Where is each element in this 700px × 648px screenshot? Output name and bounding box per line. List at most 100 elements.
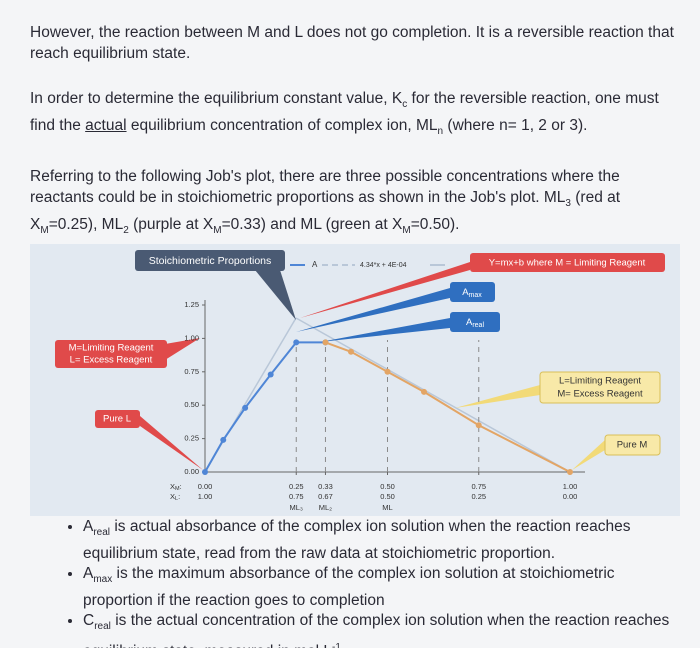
x-tick-label: 1.00 — [563, 482, 578, 491]
text: X — [170, 492, 175, 501]
bullet: Creal is the actual concentration of the… — [83, 611, 683, 648]
data-point — [384, 368, 391, 375]
text: A — [83, 518, 94, 535]
text: (where n= 1, 2 or 3). — [443, 117, 588, 135]
subscript: L — [175, 496, 178, 502]
text: In order to determine the equilibrium co… — [30, 90, 403, 107]
callout-box — [95, 410, 140, 428]
text: equilibrium concentration of complex ion… — [126, 117, 438, 135]
text: : — [180, 482, 182, 491]
callout-text: Stoichiometric Proportions — [149, 255, 272, 267]
y-tick-label: 0.75 — [184, 367, 199, 376]
callout-pointer — [255, 270, 296, 320]
callout-box — [450, 282, 495, 302]
callout-text: M= Excess Reagent — [557, 389, 643, 400]
text: : — [178, 492, 180, 501]
text: X — [170, 482, 175, 491]
bullet-list: Areal is actual absorbance of the comple… — [50, 517, 683, 648]
text: (red at X — [30, 189, 621, 234]
text: C — [83, 612, 95, 630]
row-label: XM: — [170, 482, 182, 492]
y-tick-label: 0.25 — [184, 434, 199, 443]
subscript: M — [402, 225, 411, 237]
legend-text: 4.34*x + 4E-04 — [360, 262, 407, 269]
xl-label: 0.25 — [471, 492, 486, 501]
text: However, the reaction between M and L do… — [30, 24, 674, 62]
callout-pointer — [140, 416, 203, 470]
data-point — [348, 348, 354, 355]
text-block: However, the reaction between M and L do… — [30, 22, 675, 265]
text: Referring to the following Job's plot, t… — [30, 168, 620, 207]
callout-pointer — [300, 262, 470, 318]
callout-box — [470, 253, 665, 272]
data-point — [202, 469, 208, 475]
subscript: max — [469, 292, 483, 299]
callout-pointer — [296, 288, 450, 332]
subscript: max — [93, 574, 113, 586]
xl-label: 1.00 — [198, 492, 213, 501]
jobs-plot: Stoichiometric Proportions Y=mx+b where … — [30, 244, 680, 516]
subscript: real — [472, 322, 484, 329]
subscript: c — [402, 99, 408, 111]
callout-box — [55, 340, 167, 368]
species-label: ML₃ — [290, 503, 303, 512]
subscript: 3 — [565, 198, 571, 210]
data-point — [267, 371, 274, 378]
series-line — [204, 341, 326, 473]
y-tick-label: 0.50 — [184, 400, 199, 409]
x-tick-label: 0.33 — [318, 482, 333, 491]
underlined-text: actual — [85, 117, 127, 135]
y-tick-label: 0.00 — [184, 467, 199, 476]
subscript: 2 — [123, 225, 129, 237]
series-line — [325, 341, 571, 473]
xl-label: 0.50 — [380, 492, 395, 501]
x-tick-label: 0.25 — [289, 482, 304, 491]
callout-text: L= Excess Reagent — [70, 355, 153, 366]
text: is the actual concentration of the compl… — [83, 612, 670, 648]
data-point — [242, 404, 249, 411]
callout-text: Amax — [462, 287, 482, 299]
callout-pointer — [455, 385, 540, 408]
callout-box — [135, 250, 285, 271]
callout-text: Pure M — [617, 440, 648, 451]
x-tick-label: 0.50 — [380, 482, 395, 491]
bullet: Areal is actual absorbance of the comple… — [83, 517, 683, 564]
data-point — [421, 388, 427, 395]
superscript: -1 — [331, 641, 341, 648]
text: is the maximum absorbance of the complex… — [83, 565, 615, 609]
callout-text: L=Limiting Reagent — [559, 376, 641, 387]
tangent-line — [295, 317, 571, 473]
callout-box — [539, 371, 661, 404]
y-tick-label: 1.00 — [184, 333, 199, 342]
subscript: n — [437, 126, 444, 138]
data-point — [567, 469, 573, 475]
callout-pointer — [320, 318, 450, 342]
callout-text: Areal — [466, 317, 484, 329]
bullet: Amax is the maximum absorbance of the co… — [83, 564, 683, 611]
paragraph: Referring to the following Job's plot, t… — [30, 166, 675, 241]
paragraph: In order to determine the equilibrium co… — [30, 88, 675, 142]
text: (purple at X — [128, 216, 214, 234]
paragraph: However, the reaction between M and L do… — [30, 22, 675, 64]
callout-box — [450, 312, 500, 332]
text: =0.50). — [410, 216, 460, 234]
data-point — [293, 339, 300, 346]
text: =0.33) and ML (green at X — [221, 216, 403, 234]
callout-text: Pure L — [103, 414, 131, 425]
subscript: M — [175, 486, 180, 492]
callout-pointer — [165, 338, 200, 360]
legend-text: A — [312, 260, 318, 269]
subscript: M — [40, 225, 49, 237]
text: for the reversible reaction, one must fi… — [30, 90, 659, 135]
callout-text: Y=mx+b where M = Limiting Reagent — [489, 258, 646, 269]
y-tick-label: 1.25 — [184, 300, 199, 309]
subscript: M — [213, 225, 222, 237]
data-point — [322, 339, 329, 346]
text: A — [462, 287, 469, 298]
data-point — [220, 436, 227, 443]
text: A — [466, 317, 473, 328]
x-tick-label: 0.75 — [471, 482, 486, 491]
subscript: real — [93, 527, 111, 539]
callout-text: M=Limiting Reagent — [69, 343, 154, 354]
